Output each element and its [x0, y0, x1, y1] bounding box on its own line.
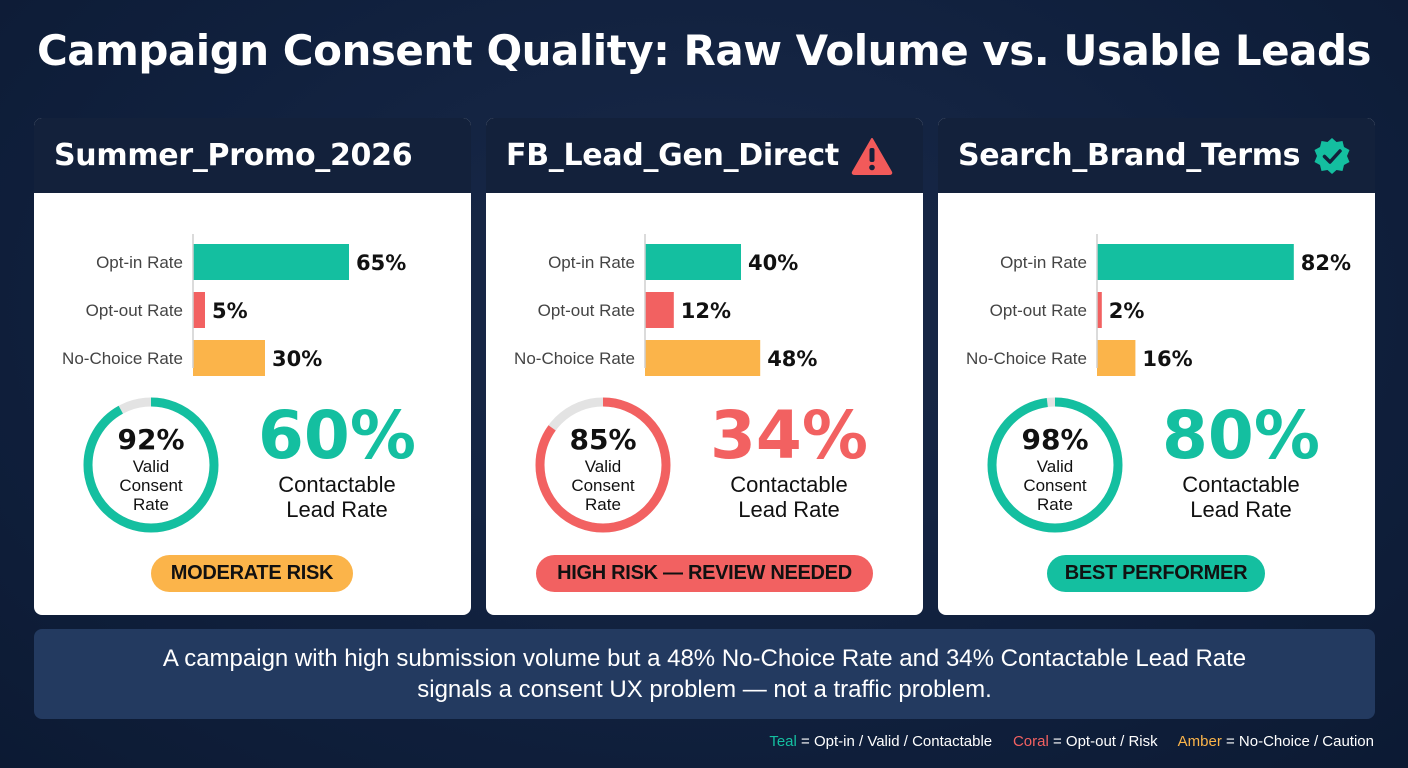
valid-consent-label-line: Valid: [584, 457, 622, 476]
value-label: 5%: [212, 299, 248, 323]
value-label: 30%: [272, 347, 322, 371]
warning-triangle-icon: [851, 137, 893, 175]
campaign-name: FB_Lead_Gen_Direct: [506, 138, 839, 173]
value-label: 82%: [1301, 251, 1351, 275]
bar: [645, 244, 741, 280]
page-title: Campaign Consent Quality: Raw Volume vs.…: [36, 26, 1372, 75]
rate-bar-chart: Opt-in Rate 65% Opt-out Rate 5% No-Choice Ra…: [62, 234, 406, 376]
card-header: FB_Lead_Gen_Direct: [486, 118, 923, 193]
contactable-lead-label: Contactable Lead Rate: [1148, 472, 1334, 522]
valid-consent-label-line: Consent: [1023, 476, 1087, 495]
bar: [645, 292, 674, 328]
valid-consent-ring: [83, 397, 219, 533]
value-label: 2%: [1109, 299, 1145, 323]
campaign-card-search-brand: Search_Brand_Terms Opt-in Rate 82% Opt-out…: [938, 118, 1375, 615]
insight-callout: A campaign with high submission volume b…: [34, 629, 1375, 719]
contactable-label-line: Lead Rate: [1190, 497, 1292, 522]
rate-bar-chart: Opt-in Rate 82% Opt-out Rate 2% No-Choice Ra…: [966, 234, 1351, 376]
verified-badge-icon: [1312, 136, 1352, 176]
category-label: Opt-in Rate: [1000, 253, 1087, 272]
valid-consent-value: 85%: [569, 423, 637, 456]
valid-consent-ring: [987, 397, 1123, 533]
card-header: Summer_Promo_2026: [34, 118, 471, 193]
valid-consent-label-line: Consent: [571, 476, 635, 495]
valid-consent-label-line: Consent: [119, 476, 183, 495]
campaign-name: Search_Brand_Terms: [958, 138, 1301, 173]
category-label: No-Choice Rate: [966, 349, 1087, 368]
valid-consent-value: 98%: [1021, 423, 1089, 456]
ring-progress: [535, 397, 671, 533]
contactable-label-line: Lead Rate: [738, 497, 840, 522]
valid-consent-label-line: Rate: [1037, 495, 1073, 514]
bar: [645, 340, 761, 376]
category-label: Opt-out Rate: [86, 301, 183, 320]
card-header: Search_Brand_Terms: [938, 118, 1375, 193]
contactable-lead-label: Contactable Lead Rate: [696, 472, 882, 522]
value-label: 12%: [681, 299, 731, 323]
value-label: 48%: [767, 347, 817, 371]
legend-key: Teal: [769, 733, 797, 750]
category-label: Opt-in Rate: [548, 253, 635, 272]
campaign-card-summer-promo: Summer_Promo_2026 Opt-in Rate 65% Opt-out …: [34, 118, 471, 615]
insight-line: signals a consent UX problem — not a tra…: [417, 676, 992, 703]
contactable-label-line: Contactable: [730, 472, 848, 497]
legend-entry-coral: Coral = Opt-out / Risk: [1013, 733, 1158, 750]
legend-entry-teal: Teal = Opt-in / Valid / Contactable: [769, 733, 992, 750]
risk-badge: BEST PERFORMER: [1047, 555, 1265, 592]
category-label: Opt-out Rate: [990, 301, 1087, 320]
contactable-label-line: Lead Rate: [286, 497, 388, 522]
valid-consent-value: 92%: [117, 423, 185, 456]
contactable-label-line: Contactable: [1182, 472, 1300, 497]
legend-entry-amber: Amber = No-Choice / Caution: [1178, 733, 1374, 750]
valid-consent-label-line: Valid: [132, 457, 170, 476]
valid-consent-text: 98% Valid Consent Rate: [985, 423, 1125, 514]
contactable-lead-value: 60%: [258, 397, 416, 474]
bar: [1097, 292, 1102, 328]
valid-consent-text: 92% Valid Consent Rate: [81, 423, 221, 514]
legend-key: Amber: [1177, 733, 1222, 750]
contactable-lead-value: 34%: [710, 397, 868, 474]
legend-text: = Opt-out / Risk: [1048, 733, 1158, 750]
risk-badge: HIGH RISK — REVIEW NEEDED: [536, 555, 873, 592]
ring-progress: [83, 397, 219, 533]
bar: [1097, 244, 1294, 280]
campaign-card-fb-lead-gen: FB_Lead_Gen_Direct Opt-in Rate 40% Opt-out…: [486, 118, 923, 615]
color-legend: Teal = Opt-in / Valid / Contactable Cora…: [769, 733, 1374, 750]
contactable-label-line: Contactable: [278, 472, 396, 497]
risk-badge: MODERATE RISK: [151, 555, 353, 592]
ring-progress: [987, 397, 1123, 533]
bar: [193, 340, 265, 376]
category-label: Opt-out Rate: [538, 301, 635, 320]
category-label: Opt-in Rate: [96, 253, 183, 272]
legend-key: Coral: [1012, 733, 1049, 750]
legend-text: = Opt-in / Valid / Contactable: [796, 733, 993, 750]
contactable-lead-label: Contactable Lead Rate: [244, 472, 430, 522]
insight-line: A campaign with high submission volume b…: [162, 645, 1247, 672]
category-label: No-Choice Rate: [514, 349, 635, 368]
valid-consent-label-line: Rate: [585, 495, 621, 514]
valid-consent-label-line: Valid: [1036, 457, 1074, 476]
contactable-lead-value: 80%: [1162, 397, 1320, 474]
value-label: 40%: [748, 251, 798, 275]
valid-consent-ring: [535, 397, 671, 533]
legend-text: = No-Choice / Caution: [1221, 733, 1374, 750]
category-label: No-Choice Rate: [62, 349, 183, 368]
campaign-name: Summer_Promo_2026: [54, 138, 413, 173]
valid-consent-text: 85% Valid Consent Rate: [533, 423, 673, 514]
valid-consent-label-line: Rate: [133, 495, 169, 514]
value-label: 65%: [356, 251, 406, 275]
bar: [1097, 340, 1136, 376]
value-label: 16%: [1142, 347, 1192, 371]
bar: [193, 244, 349, 280]
rate-bar-chart: Opt-in Rate 40% Opt-out Rate 12% No-Choice R…: [514, 234, 817, 376]
bar: [193, 292, 205, 328]
